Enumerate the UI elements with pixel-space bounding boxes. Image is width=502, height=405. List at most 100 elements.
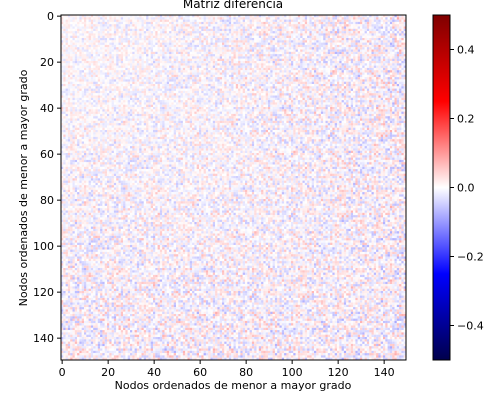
heatmap-cell	[77, 43, 79, 45]
heatmap-cell	[381, 45, 383, 47]
heatmap-cell	[125, 22, 127, 24]
heatmap-cell	[388, 17, 390, 19]
heatmap-cell	[355, 73, 357, 75]
heatmap-cell	[243, 52, 245, 54]
heatmap-cell	[66, 33, 68, 35]
heatmap-cell	[381, 24, 383, 26]
heatmap-cell	[155, 43, 157, 45]
heatmap-cell	[323, 31, 325, 33]
heatmap-cell	[305, 59, 307, 61]
heatmap-cell	[79, 40, 81, 42]
heatmap-cell	[96, 50, 98, 52]
heatmap-cell	[151, 63, 153, 65]
heatmap-cell	[119, 47, 121, 49]
heatmap-cell	[146, 59, 148, 61]
heatmap-cell	[374, 56, 376, 58]
heatmap-cell	[358, 70, 360, 72]
heatmap-cell	[376, 70, 378, 72]
heatmap-cell	[132, 86, 134, 88]
heatmap-cell	[282, 31, 284, 33]
heatmap-cell	[217, 82, 219, 84]
heatmap-cell	[282, 77, 284, 79]
heatmap-cell	[383, 68, 385, 70]
heatmap-cell	[291, 59, 293, 61]
heatmap-cell	[135, 29, 137, 31]
heatmap-cell	[153, 84, 155, 86]
heatmap-cell	[84, 24, 86, 26]
heatmap-cell	[321, 43, 323, 45]
heatmap-cell	[300, 40, 302, 42]
heatmap-cell	[309, 68, 311, 70]
heatmap-cell	[222, 63, 224, 65]
heatmap-cell	[395, 36, 397, 38]
heatmap-cell	[392, 52, 394, 54]
heatmap-cell	[372, 17, 374, 19]
heatmap-cell	[66, 31, 68, 33]
heatmap-cell	[86, 86, 88, 88]
heatmap-cell	[178, 50, 180, 52]
heatmap-cell	[105, 73, 107, 75]
heatmap-cell	[330, 38, 332, 40]
heatmap-cell	[392, 75, 394, 77]
heatmap-cell	[319, 50, 321, 52]
heatmap-cell	[381, 70, 383, 72]
heatmap-cell	[119, 29, 121, 31]
heatmap-cell	[151, 56, 153, 58]
heatmap-cell	[296, 31, 298, 33]
heatmap-cell	[169, 59, 171, 61]
heatmap-cell	[353, 17, 355, 19]
heatmap-cell	[185, 68, 187, 70]
heatmap-cell	[100, 38, 102, 40]
heatmap-cell	[298, 27, 300, 29]
heatmap-cell	[194, 63, 196, 65]
heatmap-cell	[376, 79, 378, 81]
heatmap-cell	[319, 43, 321, 45]
heatmap-cell	[215, 45, 217, 47]
heatmap-cell	[144, 40, 146, 42]
heatmap-cell	[66, 17, 68, 19]
heatmap-cell	[305, 20, 307, 22]
heatmap-cell	[139, 56, 141, 58]
heatmap-cell	[351, 52, 353, 54]
heatmap-cell	[176, 38, 178, 40]
heatmap-cell	[93, 31, 95, 33]
heatmap-cell	[362, 63, 364, 65]
heatmap-cell	[316, 52, 318, 54]
heatmap-cell	[98, 68, 100, 70]
heatmap-cell	[190, 56, 192, 58]
heatmap-cell	[109, 29, 111, 31]
heatmap-cell	[91, 91, 93, 93]
heatmap-cell	[305, 27, 307, 29]
heatmap-cell	[263, 89, 265, 91]
heatmap-cell	[291, 77, 293, 79]
heatmap-cell	[197, 27, 199, 29]
heatmap-cell	[137, 82, 139, 84]
heatmap-cell	[268, 17, 270, 19]
heatmap-cell	[266, 47, 268, 49]
heatmap-cell	[121, 54, 123, 56]
heatmap-cell	[332, 17, 334, 19]
heatmap-cell	[369, 54, 371, 56]
heatmap-cell	[365, 68, 367, 70]
heatmap-cell	[105, 27, 107, 29]
heatmap-cell	[139, 77, 141, 79]
heatmap-cell	[303, 73, 305, 75]
heatmap-cell	[330, 73, 332, 75]
heatmap-cell	[286, 50, 288, 52]
heatmap-cell	[167, 91, 169, 93]
heatmap-cell	[286, 40, 288, 42]
heatmap-cell	[277, 38, 279, 40]
heatmap-cell	[296, 66, 298, 68]
heatmap-cell	[151, 20, 153, 22]
heatmap-cell	[229, 61, 231, 63]
heatmap-cell	[252, 45, 254, 47]
heatmap-cell	[155, 75, 157, 77]
heatmap-cell	[197, 59, 199, 61]
heatmap-cell	[362, 40, 364, 42]
heatmap-cell	[293, 89, 295, 91]
heatmap-cell	[349, 43, 351, 45]
heatmap-cell	[139, 40, 141, 42]
heatmap-cell	[307, 50, 309, 52]
heatmap-cell	[326, 77, 328, 79]
heatmap-cell	[204, 27, 206, 29]
